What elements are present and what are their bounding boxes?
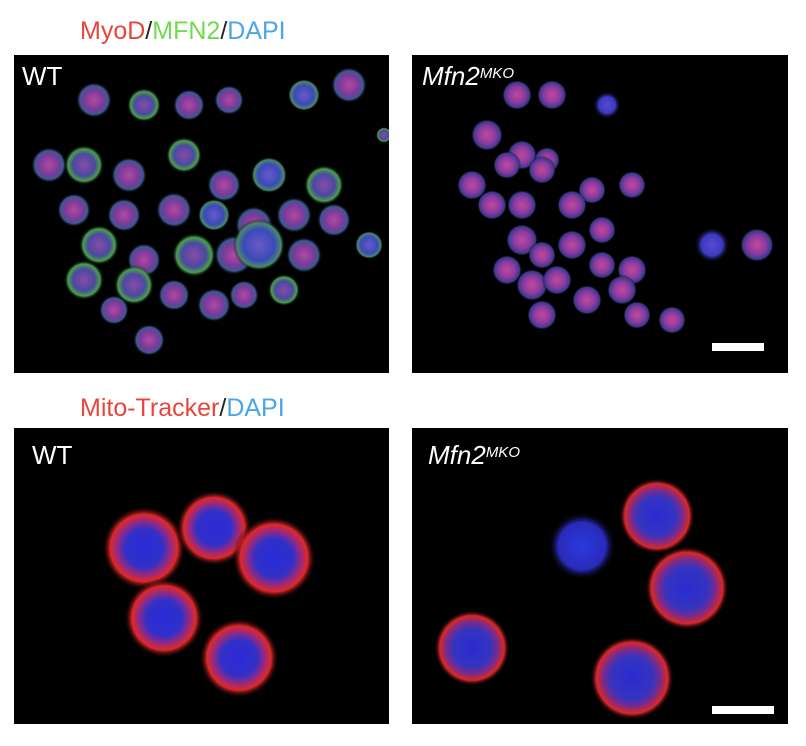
cell — [64, 260, 104, 300]
cell — [76, 82, 112, 118]
bottom-stain-legend: Mito-Tracker/DAPI — [80, 393, 285, 423]
cell — [288, 79, 320, 111]
cell — [740, 228, 774, 262]
cell — [619, 478, 695, 554]
micrograph-wt-mito — [102, 490, 316, 698]
panel-mko-mitotracker: Mfn2MKO — [412, 428, 788, 724]
cell — [111, 157, 147, 193]
gene-name: Mfn2 — [422, 61, 480, 91]
cell — [588, 251, 616, 279]
genotype-superscript: MKO — [485, 444, 520, 461]
cell — [492, 255, 522, 285]
legend-dapi: DAPI — [227, 17, 286, 45]
cell — [199, 618, 279, 698]
cell — [694, 227, 730, 263]
panel-label-wt-bottom: WT — [32, 440, 73, 470]
legend-dapi: DAPI — [226, 394, 285, 422]
cell — [232, 516, 316, 600]
cell — [618, 171, 646, 199]
cell — [214, 85, 244, 115]
cell — [64, 145, 104, 185]
cell — [557, 230, 587, 260]
cell — [124, 578, 204, 658]
cell — [156, 192, 192, 228]
cell — [493, 151, 521, 179]
legend-mfn2: MFN2 — [152, 17, 221, 45]
cell — [176, 490, 252, 566]
cell — [79, 225, 119, 265]
cell — [623, 301, 651, 329]
legend-slash: / — [220, 17, 228, 45]
cell — [516, 269, 548, 301]
cell — [557, 190, 587, 220]
cell — [233, 219, 285, 271]
panel-label-mfn2-mko: Mfn2MKO — [422, 61, 514, 91]
cell — [355, 231, 383, 259]
panel-mko-myod-mfn2: Mfn2MKO — [412, 55, 788, 373]
cell — [331, 67, 367, 103]
cell — [376, 127, 389, 143]
cell — [528, 241, 556, 269]
cell — [251, 157, 287, 193]
genotype-superscript: MKO — [479, 65, 514, 82]
cell — [588, 216, 616, 244]
cell — [477, 190, 507, 220]
cell — [537, 80, 567, 110]
cell — [457, 170, 487, 200]
cell — [502, 80, 532, 110]
top-stain-legend: MyoD/MFN2/DAPI — [80, 16, 286, 46]
cell — [127, 88, 161, 122]
cell — [198, 199, 230, 231]
cell — [158, 279, 190, 311]
cell — [286, 237, 322, 273]
cell — [99, 295, 129, 325]
scale-bar — [712, 343, 764, 351]
cell — [317, 203, 351, 237]
legend-mitotracker: Mito-Tracker — [80, 394, 220, 422]
cell — [107, 198, 141, 232]
cell — [114, 265, 154, 305]
cell — [578, 176, 606, 204]
cell — [207, 168, 241, 202]
gene-name: Mfn2 — [428, 440, 486, 470]
legend-myod: MyoD — [80, 17, 146, 45]
micrograph-wt-myod — [31, 67, 389, 356]
panel-wt-mitotracker: WT — [14, 428, 389, 724]
cell — [507, 190, 537, 220]
micrograph-mko-mito — [434, 478, 729, 720]
cell — [57, 193, 91, 227]
scale-bar — [712, 706, 774, 714]
cell — [304, 165, 344, 205]
cell — [268, 274, 300, 306]
cell — [542, 265, 572, 295]
cell — [102, 506, 186, 590]
legend-slash: / — [219, 394, 227, 422]
cell — [527, 300, 557, 330]
cell — [548, 512, 616, 580]
cell — [645, 546, 729, 630]
panel-wt-myod-mfn2: WT — [14, 55, 389, 373]
cell — [593, 91, 621, 119]
cell — [166, 137, 202, 173]
micrograph-mko-myod — [457, 80, 774, 334]
cell — [197, 288, 231, 322]
cell — [572, 285, 602, 315]
cell — [658, 306, 686, 334]
cell — [590, 636, 674, 720]
cell — [528, 156, 556, 184]
cell — [173, 89, 205, 121]
cell — [607, 275, 637, 305]
panel-label-wt: WT — [22, 61, 63, 91]
panel-label-mfn2-mko-bottom: Mfn2MKO — [428, 440, 520, 470]
cell — [434, 610, 510, 686]
legend-slash: / — [145, 17, 153, 45]
cell — [471, 119, 503, 151]
cell — [229, 280, 259, 310]
cell — [31, 147, 67, 183]
cell — [172, 233, 216, 277]
cell — [276, 197, 312, 233]
cell — [133, 324, 165, 356]
